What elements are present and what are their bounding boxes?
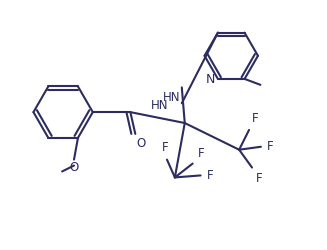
Text: HN: HN bbox=[163, 92, 181, 104]
Text: O: O bbox=[69, 160, 78, 173]
Text: F: F bbox=[207, 169, 213, 182]
Text: F: F bbox=[256, 172, 263, 186]
Text: HN: HN bbox=[151, 99, 168, 112]
Text: F: F bbox=[267, 140, 273, 153]
Text: O: O bbox=[136, 137, 146, 150]
Text: F: F bbox=[162, 141, 168, 154]
Text: N: N bbox=[206, 74, 215, 86]
Text: F: F bbox=[198, 146, 204, 160]
Text: F: F bbox=[252, 112, 259, 125]
